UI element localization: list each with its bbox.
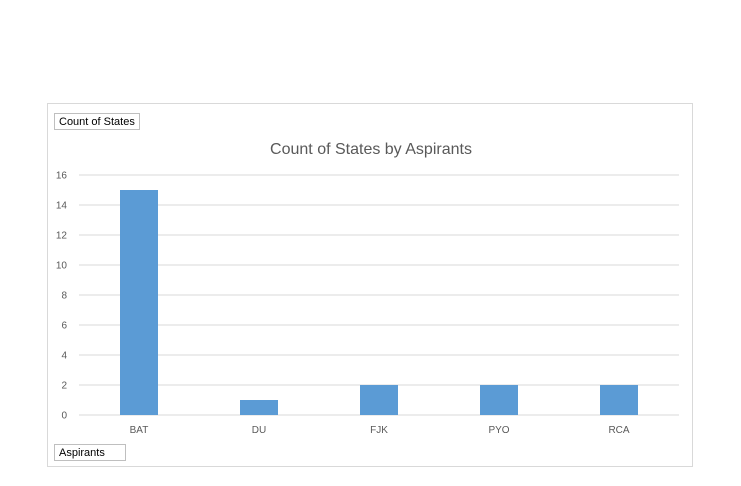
bar-rca[interactable] — [600, 385, 638, 415]
y-tick-label: 8 — [61, 291, 67, 302]
y-tick-label: 12 — [56, 231, 68, 242]
x-tick-label: FJK — [370, 425, 388, 436]
values-field-button[interactable]: Count of States — [54, 113, 140, 130]
y-tick-label: 14 — [56, 201, 68, 212]
y-tick-label: 6 — [61, 321, 67, 332]
y-tick-label: 16 — [56, 171, 68, 182]
y-tick-label: 2 — [61, 381, 67, 392]
axis-field-button[interactable]: Aspirants — [54, 444, 126, 461]
x-tick-label: DU — [252, 425, 266, 436]
bar-du[interactable] — [240, 400, 278, 415]
y-tick-label: 10 — [56, 261, 68, 272]
chart-title: Count of States by Aspirants — [270, 141, 472, 158]
bar-bat[interactable] — [120, 190, 158, 415]
x-tick-label: BAT — [130, 425, 149, 436]
x-tick-label: RCA — [608, 425, 629, 436]
bar-fjk[interactable] — [360, 385, 398, 415]
y-tick-label: 0 — [61, 411, 67, 422]
y-tick-label: 4 — [61, 351, 67, 362]
x-tick-label: PYO — [488, 425, 509, 436]
bar-pyo[interactable] — [480, 385, 518, 415]
